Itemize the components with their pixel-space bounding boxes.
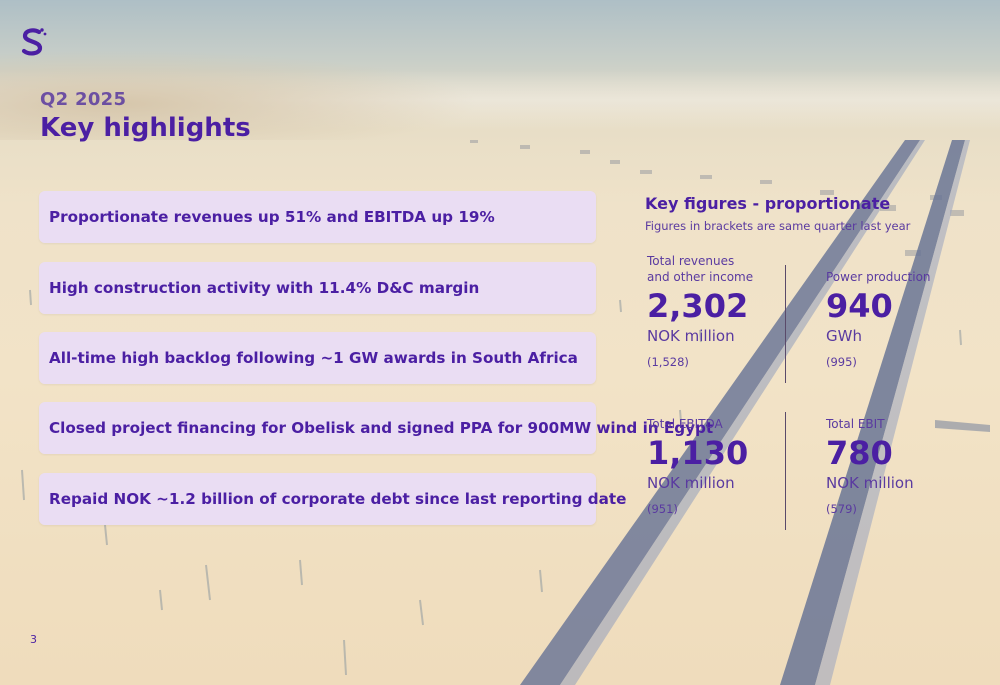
highlight-card: Proportionate revenues up 51% and EBITDA… [39,191,596,243]
metric-previous: (995) [826,355,857,369]
key-figures-subtitle: Figures in brackets are same quarter las… [645,219,911,233]
metric-previous: (1,528) [647,355,689,369]
s-logo-icon [21,28,47,56]
metric-unit: GWh [826,327,862,345]
metric-value: 1,130 [647,434,749,472]
metric-label: Power production [826,270,931,284]
metric-divider [785,412,786,530]
metric-total-ebitda: Total EBITDA 1,130 NOK million (951) [647,416,787,516]
highlight-text: Proportionate revenues up 51% and EBITDA… [49,208,495,226]
metric-unit: NOK million [647,474,735,492]
key-figures-title: Key figures - proportionate [645,194,891,213]
metric-label: Total EBITDA [647,417,723,431]
metric-unit: NOK million [647,327,735,345]
metric-label: Total revenues and other income [647,254,754,284]
metric-label: Total EBIT [826,417,885,431]
metric-unit: NOK million [826,474,914,492]
metric-value: 780 [826,434,893,472]
metric-total-ebit: Total EBIT 780 NOK million (579) [826,416,966,516]
highlight-card: High construction activity with 11.4% D&… [39,262,596,314]
metric-previous: (579) [826,502,857,516]
quarter-label: Q2 2025 [40,89,127,110]
metric-previous: (951) [647,502,678,516]
metric-power-production: Power production 940 GWh (995) [826,269,966,369]
page-title: Key highlights [40,113,251,143]
highlight-text: All-time high backlog following ~1 GW aw… [49,349,578,367]
metric-divider [785,265,786,383]
metric-value: 2,302 [647,287,749,325]
highlight-card: Closed project financing for Obelisk and… [39,402,713,454]
highlight-card: Repaid NOK ~1.2 billion of corporate deb… [39,473,626,525]
highlight-text: Repaid NOK ~1.2 billion of corporate deb… [49,490,627,508]
metric-value: 940 [826,287,893,325]
metric-total-revenues: Total revenues and other income 2,302 NO… [647,253,787,369]
highlight-text: High construction activity with 11.4% D&… [49,279,480,297]
page-number: 3 [30,633,37,646]
highlight-card: All-time high backlog following ~1 GW aw… [39,332,596,384]
highlight-text: Closed project financing for Obelisk and… [49,419,714,437]
